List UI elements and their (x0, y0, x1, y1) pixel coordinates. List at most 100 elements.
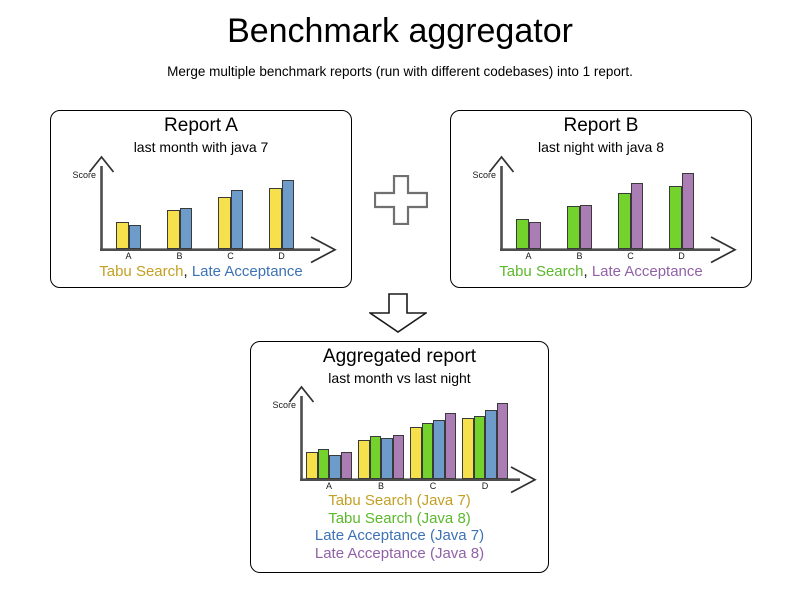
aggregated-report-panel: Aggregated report last month vs last nig… (250, 341, 549, 573)
bar-tabu-search-java-7-c (410, 427, 422, 479)
bar-tabu-search-d (669, 186, 682, 249)
arrow-down-icon (369, 293, 427, 333)
bar-late-acceptance-d (281, 180, 294, 249)
bar-tabu-search-a (116, 222, 129, 249)
bar-tabu-search-java-8-b (369, 436, 381, 479)
bar-group-b: B (167, 208, 192, 261)
y-axis-arrow-icon (488, 155, 515, 173)
aggregated-legend: Tabu Search (Java 7) Tabu Search (Java 8)… (251, 492, 548, 562)
bars-container: A B C D (116, 180, 294, 261)
bar-late-acceptance-java-8-a (340, 452, 352, 479)
bar-late-acceptance-java-8-c (444, 413, 456, 479)
bar-group-c: C (618, 183, 643, 261)
bars-container: A B C D (306, 403, 508, 491)
category-label-d: D (678, 251, 685, 261)
legend-item-tabu-search-java-8: Tabu Search (Java 8) (328, 509, 471, 527)
report-a-panel: Report A last month with java 7 Score A B… (50, 110, 352, 288)
bar-late-acceptance-c (230, 190, 243, 249)
legend-item-tabu-search: Tabu Search (99, 263, 184, 280)
legend-separator: , (183, 263, 192, 280)
bar-tabu-search-java-7-d (462, 418, 474, 479)
bar-group-c: C (410, 413, 456, 491)
report-a-title: Report A (164, 115, 238, 136)
bar-late-acceptance-a (528, 222, 541, 249)
aggregated-subtitle: last month vs last night (328, 370, 471, 386)
bar-group-b: B (358, 435, 404, 491)
chart-axes (88, 155, 337, 264)
bar-late-acceptance-java-7-a (329, 455, 341, 479)
bars-container: A B C D (516, 173, 694, 261)
legend-item-late-acceptance: Late Acceptance (191, 263, 303, 280)
bar-late-acceptance-java-7-d (485, 410, 497, 479)
aggregated-title: Aggregated report (322, 346, 477, 367)
x-axis-arrow-icon (310, 236, 337, 264)
category-label-c: C (627, 251, 634, 261)
category-label-a: A (325, 481, 333, 491)
bar-group-c: C (218, 190, 243, 261)
y-axis-label: Score (72, 170, 96, 180)
x-axis-arrow-icon (510, 466, 537, 494)
bar-tabu-search-java-8-d (473, 416, 485, 479)
bar-group-b: B (567, 205, 592, 261)
bar-tabu-search-java-8-a (317, 449, 329, 479)
plus-icon (374, 175, 428, 225)
legend-item-late-acceptance: Late Acceptance (591, 263, 703, 280)
chart-axes (288, 385, 537, 494)
bar-late-acceptance-java-7-b (381, 438, 393, 479)
y-axis-label: Score (472, 170, 496, 180)
bar-late-acceptance-c (630, 183, 643, 249)
report-b-panel: Report B last night with java 8 Score A B… (450, 110, 752, 288)
bar-late-acceptance-b (579, 205, 592, 249)
y-axis-arrow-icon (88, 155, 115, 173)
bar-tabu-search-a (516, 219, 529, 249)
category-label-d: D (278, 251, 285, 261)
category-label-d: D (481, 481, 489, 491)
bar-late-acceptance-d (681, 173, 694, 249)
category-label-c: C (227, 251, 234, 261)
bar-group-d: D (669, 173, 694, 261)
y-axis-label: Score (272, 400, 296, 410)
report-b-legend: Tabu Search, Late Acceptance (451, 263, 751, 280)
bar-group-a: A (306, 449, 352, 491)
chart-axes (488, 155, 737, 264)
x-axis-arrow-icon (710, 236, 737, 264)
bar-late-acceptance-a (128, 225, 141, 249)
aggregated-chart: Score A B C D (272, 385, 541, 494)
page-title: Benchmark aggregator (227, 12, 573, 50)
category-label-b: B (377, 481, 385, 491)
category-label-b: B (576, 251, 583, 261)
legend-item-tabu-search: Tabu Search (499, 263, 584, 280)
bar-group-d: D (269, 180, 294, 261)
bar-tabu-search-java-8-c (421, 423, 433, 479)
bar-late-acceptance-java-8-b (392, 435, 404, 479)
bar-tabu-search-c (618, 193, 631, 249)
legend-item-late-acceptance-java-8: Late Acceptance (Java 8) (314, 544, 485, 562)
legend-separator: , (583, 263, 592, 280)
bar-tabu-search-b (567, 206, 580, 249)
category-label-a: A (525, 251, 532, 261)
bar-late-acceptance-java-7-c (433, 420, 445, 479)
category-label-a: A (125, 251, 132, 261)
bar-group-d: D (462, 403, 508, 491)
report-b-subtitle: last night with java 8 (537, 139, 665, 155)
bar-tabu-search-java-7-a (306, 452, 318, 479)
legend-item-late-acceptance-java-7: Late Acceptance (Java 7) (314, 527, 485, 544)
category-label-b: B (176, 251, 183, 261)
bar-group-a: A (116, 222, 141, 261)
page-subtitle: Merge multiple benchmark reports (run wi… (167, 64, 633, 79)
bar-late-acceptance-b (179, 208, 192, 249)
report-a-chart: Score A B C D (72, 155, 341, 264)
report-b-title: Report B (563, 115, 639, 136)
y-axis-arrow-icon (288, 385, 315, 403)
report-a-legend: Tabu Search, Late Acceptance (51, 263, 351, 280)
bar-tabu-search-c (218, 197, 231, 249)
legend-item-tabu-search-java-7: Tabu Search (Java 7) (328, 492, 471, 509)
bar-tabu-search-b (167, 210, 180, 249)
category-label-c: C (429, 481, 437, 491)
report-a-subtitle: last month with java 7 (133, 139, 269, 155)
bar-late-acceptance-java-8-d (496, 403, 508, 479)
bar-tabu-search-java-7-b (358, 440, 370, 479)
report-b-chart: Score A B C D (472, 155, 741, 264)
bar-tabu-search-d (269, 188, 282, 249)
bar-group-a: A (516, 219, 541, 261)
